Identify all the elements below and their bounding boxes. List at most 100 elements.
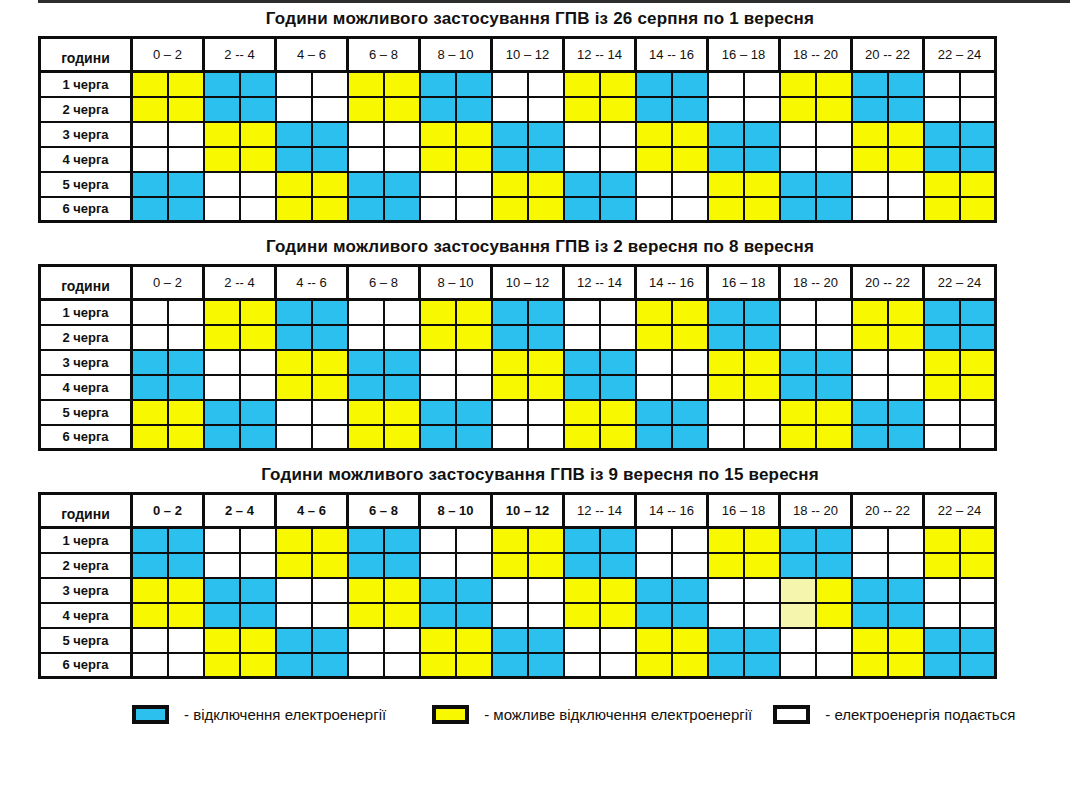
hour-cell bbox=[528, 553, 564, 578]
hour-cell bbox=[816, 197, 852, 222]
time-column-header: 18 -- 20 bbox=[780, 38, 852, 72]
hour-cell bbox=[564, 400, 600, 425]
hour-cell bbox=[384, 528, 420, 553]
hour-cell bbox=[564, 300, 600, 325]
hour-cell bbox=[240, 603, 276, 628]
hour-cell bbox=[312, 528, 348, 553]
hour-cell bbox=[204, 528, 240, 553]
hour-cell bbox=[348, 578, 384, 603]
hour-cell bbox=[456, 172, 492, 197]
hour-cell bbox=[528, 172, 564, 197]
hour-cell bbox=[672, 400, 708, 425]
hour-cell bbox=[492, 578, 528, 603]
hour-cell bbox=[240, 300, 276, 325]
hour-cell bbox=[132, 325, 168, 350]
power-on-color-swatch bbox=[773, 705, 810, 724]
schedule-title-1: Години можливого застосування ГПВ із 26 … bbox=[38, 8, 1042, 30]
time-column-header: 16 – 18 bbox=[708, 38, 780, 72]
hour-cell bbox=[888, 147, 924, 172]
hour-cell bbox=[708, 603, 744, 628]
hour-cell bbox=[744, 553, 780, 578]
hour-cell bbox=[852, 628, 888, 653]
hour-cell bbox=[636, 528, 672, 553]
hour-cell bbox=[636, 350, 672, 375]
hour-cell bbox=[240, 653, 276, 678]
hour-cell bbox=[276, 400, 312, 425]
hour-cell bbox=[744, 653, 780, 678]
hour-cell bbox=[276, 172, 312, 197]
hour-cell bbox=[456, 72, 492, 97]
queue-row: 1 черга bbox=[40, 528, 996, 553]
hour-cell bbox=[420, 653, 456, 678]
hour-cell bbox=[276, 578, 312, 603]
hour-cell bbox=[600, 197, 636, 222]
hour-cell bbox=[816, 97, 852, 122]
hour-cell bbox=[960, 578, 996, 603]
hour-cell bbox=[564, 350, 600, 375]
hour-cell bbox=[636, 122, 672, 147]
hour-cell bbox=[744, 197, 780, 222]
time-column-header: 0 – 2 bbox=[132, 266, 204, 300]
hour-cell bbox=[348, 603, 384, 628]
time-column-header: 12 -- 14 bbox=[564, 266, 636, 300]
queue-label: 3 черга bbox=[40, 350, 132, 375]
queue-label: 2 черга bbox=[40, 553, 132, 578]
hour-cell bbox=[600, 553, 636, 578]
queue-label: 1 черга bbox=[40, 72, 132, 97]
hour-cell bbox=[348, 553, 384, 578]
hour-cell bbox=[636, 603, 672, 628]
queue-label: 6 черга bbox=[40, 197, 132, 222]
hour-cell bbox=[636, 628, 672, 653]
hour-cell bbox=[708, 147, 744, 172]
hour-cell bbox=[924, 603, 960, 628]
hour-cell bbox=[528, 350, 564, 375]
hour-cell bbox=[744, 628, 780, 653]
hour-cell bbox=[564, 375, 600, 400]
hour-cell bbox=[924, 147, 960, 172]
hour-cell bbox=[924, 400, 960, 425]
hour-cell bbox=[636, 97, 672, 122]
hour-cell bbox=[528, 147, 564, 172]
hour-cell bbox=[312, 425, 348, 450]
hour-cell bbox=[492, 300, 528, 325]
hour-cell bbox=[600, 425, 636, 450]
top-edge-strip bbox=[38, 0, 1070, 3]
hour-cell bbox=[492, 528, 528, 553]
hour-cell bbox=[852, 653, 888, 678]
hour-cell bbox=[384, 197, 420, 222]
time-column-header: 10 – 12 bbox=[492, 266, 564, 300]
queue-label: 1 черга bbox=[40, 528, 132, 553]
hour-cell bbox=[276, 122, 312, 147]
hour-cell bbox=[132, 528, 168, 553]
hour-cell bbox=[348, 653, 384, 678]
hour-cell bbox=[492, 603, 528, 628]
hour-cell bbox=[672, 197, 708, 222]
hour-cell bbox=[852, 350, 888, 375]
queue-row: 5 черга bbox=[40, 172, 996, 197]
hour-cell bbox=[636, 147, 672, 172]
hour-cell bbox=[132, 400, 168, 425]
queue-row: 2 черга bbox=[40, 325, 996, 350]
hour-cell bbox=[744, 97, 780, 122]
hour-cell bbox=[348, 350, 384, 375]
hour-cell bbox=[312, 375, 348, 400]
queue-row: 3 черга bbox=[40, 350, 996, 375]
hour-cell bbox=[780, 72, 816, 97]
hour-cell bbox=[780, 603, 816, 628]
hour-cell bbox=[276, 425, 312, 450]
hour-cell bbox=[276, 375, 312, 400]
time-column-header: 2 -- 4 bbox=[204, 266, 276, 300]
hour-cell bbox=[744, 300, 780, 325]
hour-cell bbox=[132, 72, 168, 97]
queue-row: 4 черга bbox=[40, 603, 996, 628]
hour-cell bbox=[240, 97, 276, 122]
hour-cell bbox=[600, 628, 636, 653]
hour-cell bbox=[240, 375, 276, 400]
hour-cell bbox=[852, 375, 888, 400]
hour-cell bbox=[600, 325, 636, 350]
hour-cell bbox=[924, 375, 960, 400]
time-column-header: 8 – 10 bbox=[420, 494, 492, 528]
hour-cell bbox=[528, 72, 564, 97]
hour-cell bbox=[276, 147, 312, 172]
hour-cell bbox=[960, 425, 996, 450]
